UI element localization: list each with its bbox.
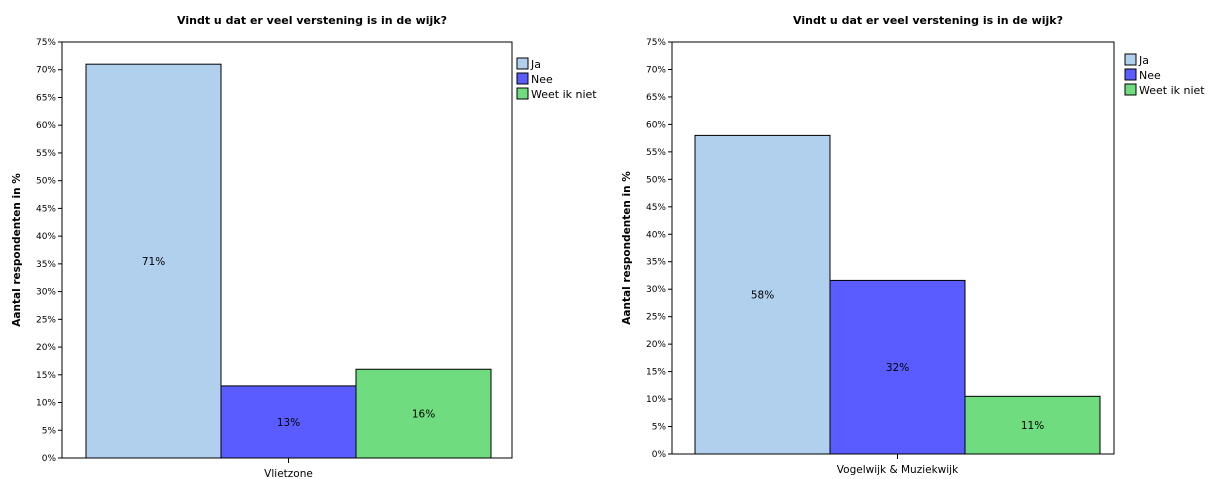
legend: Ja Nee Weet ik niet bbox=[1124, 53, 1205, 97]
bar-data-label: 58% bbox=[751, 290, 774, 302]
y-tick-label: 25% bbox=[36, 315, 56, 325]
y-tick-label: 40% bbox=[646, 230, 666, 240]
y-tick-label: 45% bbox=[646, 203, 666, 213]
x-category-label: Vlietzone bbox=[264, 468, 313, 479]
y-tick-label: 35% bbox=[646, 258, 666, 268]
y-tick-label: 10% bbox=[646, 395, 666, 405]
y-tick-label: 55% bbox=[36, 149, 56, 159]
legend: Ja Nee Weet ik niet bbox=[516, 57, 597, 101]
y-tick-label: 0% bbox=[652, 450, 667, 460]
chart-title: Vindt u dat er veel verstening is in de … bbox=[177, 14, 447, 27]
y-tick-label: 50% bbox=[36, 177, 56, 187]
legend-swatch bbox=[1124, 68, 1137, 81]
legend-swatch bbox=[1124, 83, 1137, 96]
y-tick-label: 55% bbox=[646, 148, 666, 158]
y-tick-label: 65% bbox=[646, 93, 666, 103]
bar-data-label: 32% bbox=[886, 362, 909, 374]
legend-swatch bbox=[516, 72, 529, 85]
legend-label: Ja bbox=[1138, 54, 1149, 67]
legend-swatch bbox=[516, 57, 529, 70]
y-tick-label: 70% bbox=[36, 66, 56, 76]
legend-label: Nee bbox=[1139, 69, 1161, 82]
y-tick-label: 10% bbox=[36, 399, 56, 409]
x-category-label: Vogelwijk & Muziekwijk bbox=[837, 464, 959, 476]
y-tick-label: 50% bbox=[646, 175, 666, 185]
y-tick-label: 5% bbox=[42, 426, 57, 436]
bar-weet-ik-niet bbox=[964, 395, 1101, 455]
legend-swatch bbox=[516, 87, 529, 100]
y-tick-label: 70% bbox=[646, 65, 666, 75]
legend-label: Nee bbox=[531, 73, 553, 86]
bar-nee bbox=[220, 385, 357, 459]
y-tick-label: 5% bbox=[652, 423, 667, 433]
bar-data-label: 16% bbox=[412, 409, 435, 421]
y-tick-label: 25% bbox=[646, 313, 666, 323]
bar-data-label: 13% bbox=[277, 417, 300, 429]
legend-label: Ja bbox=[530, 58, 541, 71]
y-tick-label: 45% bbox=[36, 204, 56, 214]
chart-title: Vindt u dat er veel verstening is in de … bbox=[793, 14, 1063, 27]
y-axis-label: Aantal respondenten in % bbox=[11, 173, 23, 327]
y-tick-label: 35% bbox=[36, 260, 56, 270]
bar-nee bbox=[829, 279, 966, 455]
y-tick-label: 0% bbox=[42, 454, 57, 464]
y-tick-label: 15% bbox=[36, 371, 56, 381]
y-tick-label: 15% bbox=[646, 368, 666, 378]
bar-ja bbox=[694, 134, 831, 455]
bar-data-label: 11% bbox=[1021, 420, 1044, 432]
y-axis-label: Aantal respondenten in % bbox=[621, 171, 633, 325]
chart-1: Vindt u dat er veel verstening is in de … bbox=[11, 14, 597, 479]
y-tick-label: 65% bbox=[36, 93, 56, 103]
y-tick-label: 60% bbox=[36, 121, 56, 131]
y-tick-label: 60% bbox=[646, 120, 666, 130]
y-tick-label: 75% bbox=[646, 38, 666, 48]
y-tick-label: 20% bbox=[36, 343, 56, 353]
legend-swatch bbox=[1124, 53, 1137, 66]
y-tick-label: 40% bbox=[36, 232, 56, 242]
y-tick-label: 30% bbox=[646, 285, 666, 295]
y-tick-label: 75% bbox=[36, 38, 56, 48]
y-tick-label: 30% bbox=[36, 288, 56, 298]
bar-data-label: 71% bbox=[142, 256, 165, 268]
bar-ja bbox=[85, 63, 222, 459]
legend-label: Weet ik niet bbox=[531, 88, 597, 101]
bar-weet-ik-niet bbox=[355, 368, 492, 459]
legend-label: Weet ik niet bbox=[1139, 84, 1205, 97]
y-tick-label: 20% bbox=[646, 340, 666, 350]
chart-2: Vindt u dat er veel verstening is in de … bbox=[621, 14, 1205, 476]
